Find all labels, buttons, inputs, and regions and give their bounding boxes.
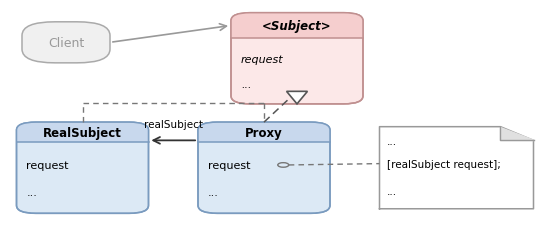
FancyBboxPatch shape xyxy=(198,123,330,143)
FancyBboxPatch shape xyxy=(16,123,148,213)
Text: ...: ... xyxy=(26,187,37,197)
Text: realSubject: realSubject xyxy=(144,119,203,129)
Polygon shape xyxy=(287,92,307,104)
Text: ...: ... xyxy=(208,187,219,197)
Text: <Subject>: <Subject> xyxy=(262,20,332,33)
Text: Proxy: Proxy xyxy=(245,126,283,139)
FancyBboxPatch shape xyxy=(198,123,330,213)
Bar xyxy=(231,31,363,39)
Text: ...: ... xyxy=(241,80,251,90)
FancyBboxPatch shape xyxy=(231,14,363,39)
Text: Client: Client xyxy=(48,37,84,50)
Text: ...: ... xyxy=(387,136,397,146)
FancyBboxPatch shape xyxy=(231,14,363,104)
FancyBboxPatch shape xyxy=(22,23,110,64)
Polygon shape xyxy=(500,127,534,141)
Bar xyxy=(16,135,148,143)
FancyBboxPatch shape xyxy=(16,123,148,143)
Text: request: request xyxy=(26,160,69,170)
Text: RealSubject: RealSubject xyxy=(43,126,122,139)
Text: ...: ... xyxy=(387,186,397,196)
Text: request: request xyxy=(241,55,284,65)
Polygon shape xyxy=(379,127,534,209)
Bar xyxy=(198,135,330,143)
Text: request: request xyxy=(208,160,250,170)
Text: [realSubject request];: [realSubject request]; xyxy=(387,159,500,169)
